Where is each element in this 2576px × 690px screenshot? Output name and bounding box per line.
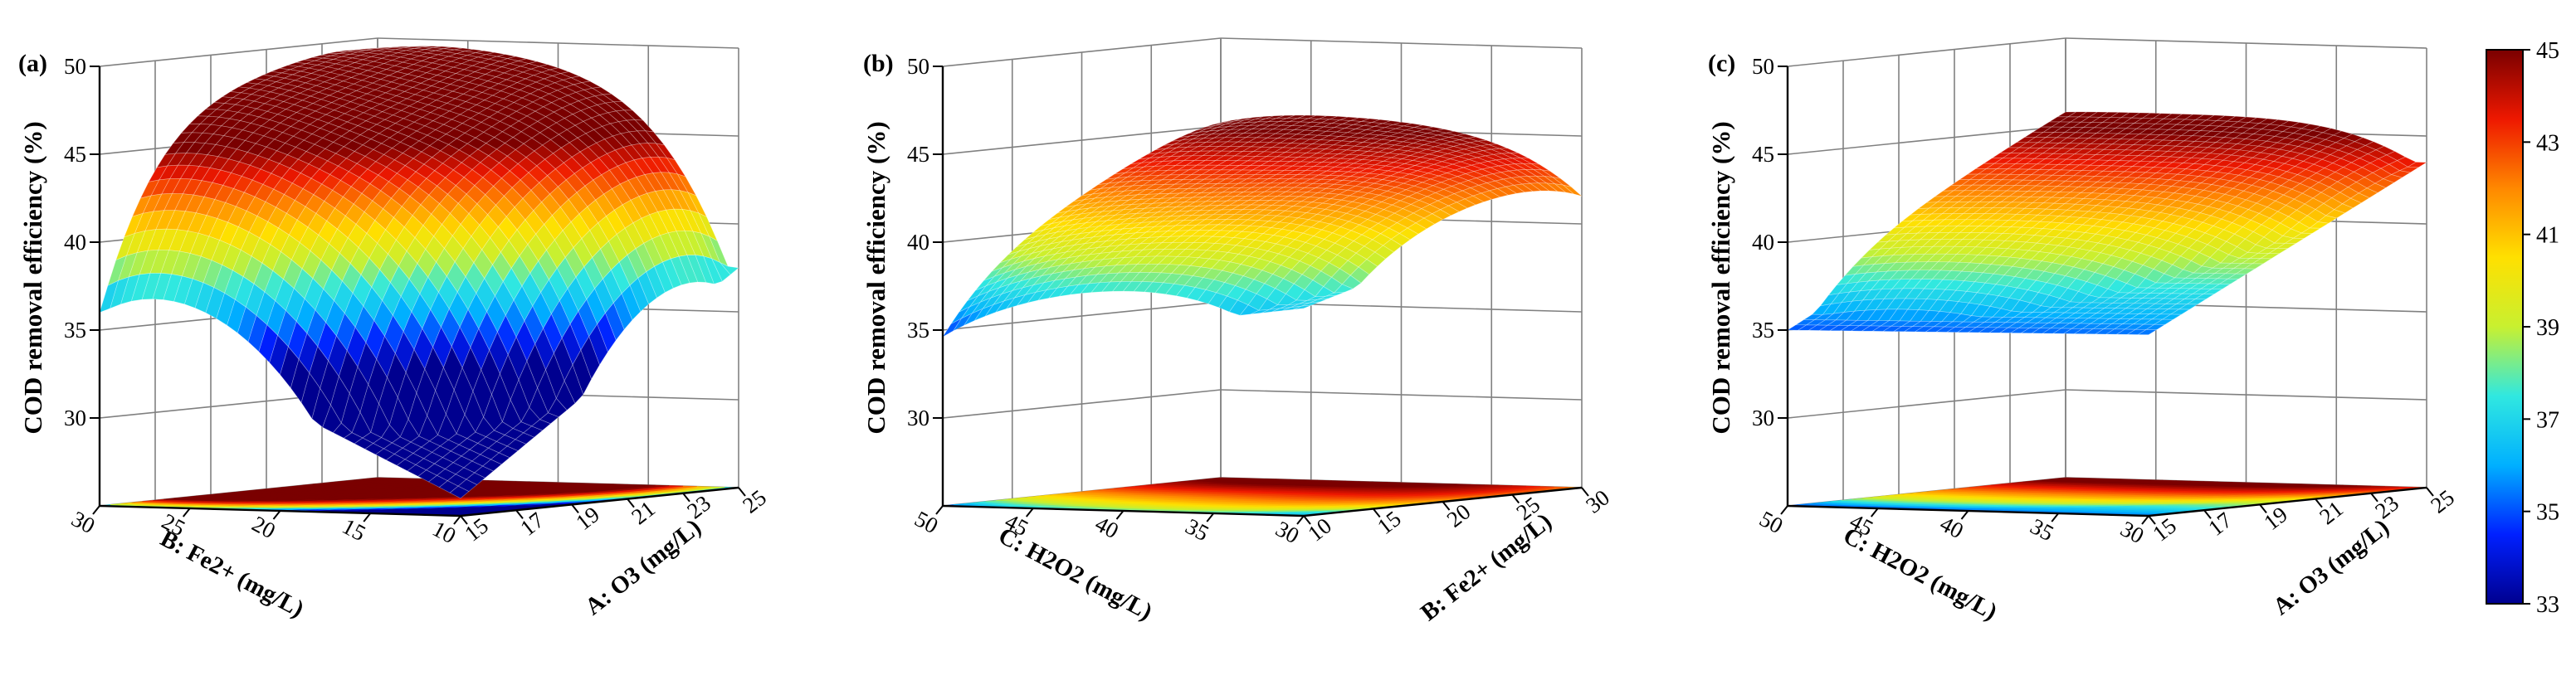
grid-line — [99, 37, 378, 67]
surface-cell — [315, 81, 336, 90]
grid-line — [377, 37, 739, 49]
y-tick-label: 30 — [67, 506, 99, 538]
surface-cell — [529, 89, 550, 99]
x-tick-label: 25 — [738, 484, 771, 518]
surface-cell — [478, 80, 500, 89]
y-tick-label: 40 — [1091, 511, 1123, 543]
z-tick-label: 50 — [907, 54, 929, 79]
surface-cell — [226, 104, 247, 113]
x-tick-label: 17 — [515, 508, 549, 541]
contour-cell — [367, 477, 392, 480]
z-tick-label: 35 — [907, 318, 929, 343]
surface-cell — [320, 52, 339, 56]
surface-cell — [400, 105, 421, 114]
z-tick-label: 35 — [64, 318, 86, 343]
z-axis-label: COD removal efficiency (%) — [18, 121, 47, 434]
y-tick-label: 30 — [1271, 516, 1303, 548]
surface-cell — [180, 124, 202, 134]
x-axis-label: B: Fe2+ (mg/L) — [1416, 508, 1557, 626]
x-tick-label: 15 — [1373, 506, 1406, 539]
z-ticks: 30 35 40 45 50 — [907, 54, 943, 430]
y-tick-label: 20 — [248, 511, 280, 543]
surface-cell — [280, 90, 301, 98]
surface-cell — [333, 56, 353, 61]
surface-cell — [573, 82, 593, 90]
y-tick-label: 50 — [910, 506, 942, 538]
surface-cell — [191, 124, 212, 134]
surface-cell — [427, 50, 446, 56]
x-tick-label: 19 — [571, 502, 604, 535]
y-axis-label: B: Fe2+ (mg/L) — [156, 525, 308, 623]
surface-cell — [207, 109, 228, 118]
x-tick-label: 30 — [1581, 484, 1614, 518]
surface-cell — [342, 77, 363, 85]
z-tick-label: 40 — [907, 230, 929, 255]
z-tick-label: 50 — [64, 54, 86, 79]
surface-cell — [288, 86, 310, 94]
surface-cell — [615, 109, 636, 121]
x-axis-label: A: O3 (mg/L) — [580, 514, 706, 620]
y-axis-label: C: H2O2 (mg/L) — [994, 522, 1157, 625]
surface-cell — [306, 60, 326, 66]
y-tick-label: 35 — [1182, 513, 1213, 546]
z-tick-label: 45 — [64, 142, 86, 167]
grid-line — [1787, 37, 2066, 67]
x-tick-label: 15 — [460, 513, 493, 546]
response-surface — [99, 46, 739, 499]
z-axis-label: COD removal efficiency (%) — [861, 121, 890, 434]
z-tick-label: 30 — [64, 406, 86, 430]
z-tick-label: 40 — [64, 230, 86, 255]
x-tick-label: 10 — [1303, 513, 1336, 546]
y-tick-label: 15 — [339, 513, 370, 546]
x-tick-label: 20 — [1442, 498, 1476, 532]
surface-cell — [418, 52, 438, 58]
surface-cell — [373, 46, 393, 50]
response-surface — [1786, 111, 2428, 335]
y-tick-label: 10 — [428, 516, 460, 548]
panel-label: (a) — [18, 50, 47, 77]
panel-label: (b) — [863, 50, 894, 77]
z-ticks: 30 35 40 45 50 — [64, 54, 100, 430]
z-tick-label: 30 — [907, 406, 929, 430]
response-surface — [942, 114, 1583, 338]
surface-cell — [360, 52, 380, 57]
z-tick-label: 45 — [907, 142, 929, 167]
surface-cell — [422, 85, 443, 94]
contour-floor — [99, 477, 739, 517]
grid-line — [1787, 389, 2066, 419]
x-tick-label: 21 — [627, 496, 660, 529]
surface-cell — [612, 101, 634, 111]
